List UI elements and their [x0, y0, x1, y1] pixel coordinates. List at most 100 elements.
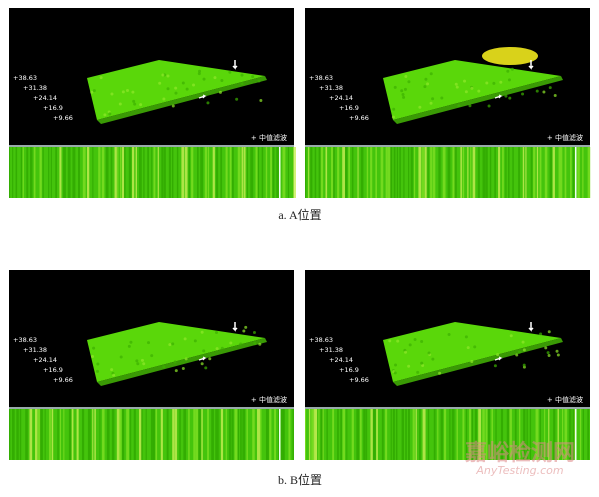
strip-line — [243, 147, 246, 198]
texture — [110, 368, 114, 372]
texture — [407, 80, 411, 84]
strip-line — [462, 147, 465, 198]
strip-line — [220, 409, 224, 460]
arrow — [198, 356, 207, 361]
strip-line — [279, 147, 281, 198]
strip-line — [16, 409, 19, 460]
strip-line — [76, 409, 79, 460]
strip-line — [561, 147, 563, 198]
texture — [162, 97, 166, 101]
strip-line — [322, 409, 324, 460]
texture — [183, 337, 187, 341]
axis-tick-label: +24.14 — [33, 94, 57, 102]
texture — [244, 325, 248, 329]
axis-tick-label: +31.38 — [319, 84, 343, 92]
surface-shade — [97, 76, 267, 124]
strip-line — [87, 409, 91, 460]
surface-peak — [482, 47, 538, 65]
strip-line — [587, 147, 591, 198]
strip-line — [86, 147, 90, 198]
arrow — [232, 60, 238, 70]
texture — [408, 343, 412, 347]
texture — [132, 99, 136, 103]
strip-line — [412, 409, 415, 460]
strip-line — [276, 147, 279, 198]
strip-line — [444, 409, 447, 460]
strip-line — [579, 409, 582, 460]
strip-line — [122, 147, 125, 198]
strip-line — [77, 147, 80, 198]
strip-line — [237, 409, 239, 460]
strip-line — [241, 147, 244, 198]
strip-line — [211, 409, 214, 460]
strip-line — [260, 409, 262, 460]
strip-line — [252, 409, 255, 460]
texture — [455, 85, 459, 89]
texture — [90, 90, 94, 94]
strip-line — [539, 147, 542, 198]
texture — [496, 353, 500, 357]
strip-line — [522, 147, 525, 198]
strip-line — [204, 147, 208, 198]
texture — [197, 72, 201, 76]
strip-line — [237, 147, 241, 198]
texture — [509, 334, 513, 338]
strip-line — [50, 147, 52, 198]
strip-line — [283, 409, 285, 460]
strip-line — [366, 147, 369, 198]
panel: +38.63 +31.38 +24.14 +16.9 +9.66 + 中值滤波 — [9, 8, 296, 198]
strip-line — [280, 409, 284, 460]
strip-line — [232, 147, 234, 198]
strip-line — [35, 409, 38, 460]
strip-line — [138, 409, 142, 460]
texture — [466, 346, 470, 350]
texture — [454, 82, 458, 86]
strip-line — [469, 409, 472, 460]
texture — [110, 92, 114, 96]
strip-line — [40, 409, 43, 460]
texture — [229, 341, 233, 345]
axis-tick-label: +9.66 — [349, 114, 369, 122]
strip-line — [442, 147, 446, 198]
strip-line — [320, 409, 324, 460]
divider — [9, 145, 294, 147]
strip-line — [9, 147, 11, 198]
strip-line — [106, 409, 110, 460]
strip-line — [29, 147, 33, 198]
strip-line — [161, 147, 164, 198]
texture — [521, 340, 525, 344]
texture — [400, 89, 404, 93]
texture — [161, 73, 165, 77]
strip-line — [26, 147, 29, 198]
filter-label: + 中值滤波 — [251, 395, 287, 404]
strip-line — [151, 147, 153, 198]
texture — [90, 355, 94, 359]
texture — [517, 350, 521, 354]
strip-line — [447, 147, 451, 198]
strip-line — [399, 147, 401, 198]
strip-line — [191, 147, 194, 198]
strip-line — [99, 409, 101, 460]
strip-line — [82, 147, 86, 198]
strip-line — [401, 409, 405, 460]
texture — [129, 340, 133, 344]
strip-line — [365, 409, 368, 460]
strip-line — [265, 147, 268, 198]
strip-line — [63, 409, 65, 460]
strip-line — [348, 147, 350, 198]
texture — [499, 80, 503, 84]
axis-tick-label: +24.14 — [329, 94, 353, 102]
texture — [235, 97, 239, 101]
texture — [240, 82, 244, 86]
texture — [418, 105, 422, 109]
strip-line — [42, 147, 44, 198]
texture — [431, 357, 435, 361]
strip-line — [20, 147, 23, 198]
strip-line — [518, 147, 520, 198]
texture — [470, 360, 474, 364]
texture — [174, 91, 178, 95]
strip-line — [68, 409, 72, 460]
strip-line — [11, 409, 15, 460]
texture — [252, 330, 256, 334]
texture — [119, 355, 123, 359]
